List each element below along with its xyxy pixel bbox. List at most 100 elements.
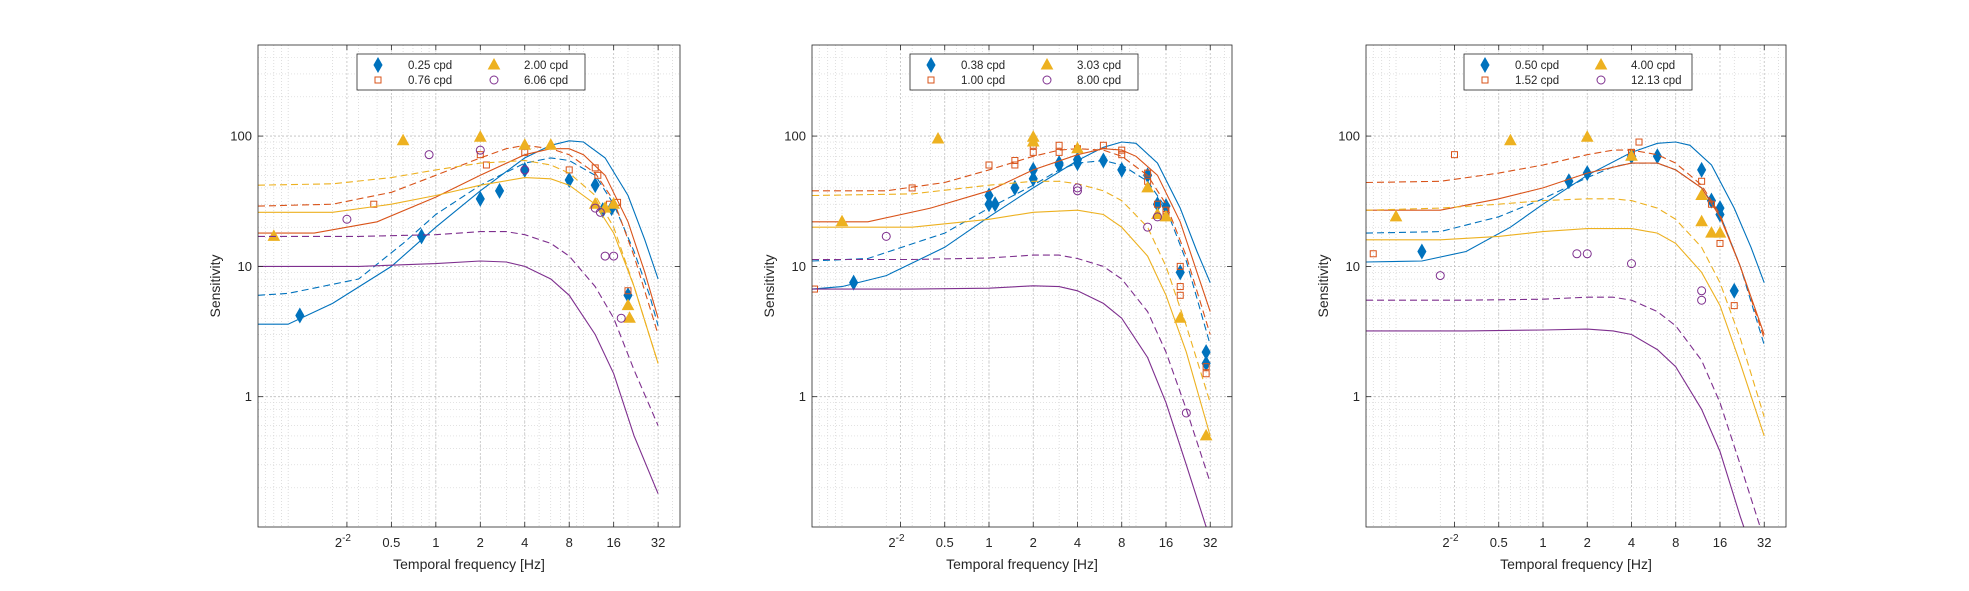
legend-entry-label: 0.76 cpd — [408, 75, 452, 87]
x-tick-label: 8 — [1118, 535, 1125, 550]
legend-entry-label: 6.06 cpd — [524, 75, 568, 87]
data-point — [590, 177, 600, 194]
y-tick-label: 1 — [1353, 389, 1360, 404]
data-point — [1705, 226, 1718, 238]
data-point — [1010, 179, 1020, 196]
legend-entry-label: 12.13 cpd — [1631, 75, 1682, 87]
model-line-dashed — [1366, 198, 1765, 418]
x-tick-label: 1 — [985, 535, 992, 550]
y-tick-label: 100 — [784, 129, 806, 144]
data-point — [1695, 214, 1708, 227]
data-point — [598, 201, 612, 213]
data-point — [1707, 200, 1715, 208]
legend-entry-label: 4.00 cpd — [1631, 60, 1675, 72]
data-point — [1202, 370, 1210, 378]
series-6-06-cpd — [258, 145, 659, 494]
data-point — [1695, 188, 1708, 200]
data-point — [1072, 151, 1083, 168]
data-point — [476, 151, 484, 159]
y-tick-label: 1 — [799, 389, 806, 404]
plot-area — [1366, 45, 1786, 527]
data-point — [1072, 186, 1082, 196]
data-point — [1435, 271, 1445, 281]
data-point — [424, 150, 434, 160]
legend-marker — [374, 76, 382, 84]
data-point — [1730, 302, 1738, 310]
data-point — [1697, 161, 1707, 178]
data-point — [1713, 226, 1727, 238]
x-tick-label: 2 — [1030, 535, 1037, 550]
data-point — [1099, 141, 1107, 149]
data-point — [1635, 138, 1643, 146]
data-point — [1729, 282, 1739, 299]
legend-box — [909, 53, 1139, 91]
data-point — [1202, 363, 1210, 371]
y-tick-label: 10 — [1346, 259, 1360, 274]
legend-entry-label: 0.25 cpd — [408, 60, 452, 72]
data-point — [1176, 283, 1184, 291]
data-point — [1572, 249, 1582, 259]
x-tick-label: 2 — [477, 535, 484, 550]
model-line-solid — [1366, 228, 1765, 437]
data-point — [607, 197, 621, 209]
model-line-dashed — [812, 254, 1211, 483]
x-tick-label: 1 — [432, 535, 439, 550]
data-point — [473, 130, 487, 142]
x-tick-label: 2-2 — [888, 533, 905, 550]
data-point — [985, 161, 993, 169]
x-tick-label: 2-2 — [335, 533, 352, 550]
data-point — [1153, 200, 1161, 208]
data-point — [990, 196, 1000, 213]
legend-entry-label: 1.00 cpd — [961, 75, 1005, 87]
x-tick-label: 16 — [1159, 535, 1173, 550]
data-point — [616, 313, 626, 323]
y-tick-label: 100 — [1338, 129, 1360, 144]
grid — [258, 45, 680, 527]
data-point — [1504, 133, 1517, 146]
data-point — [1369, 250, 1377, 258]
data-point — [1072, 183, 1082, 193]
model-line-solid — [812, 285, 1207, 527]
axes-box — [811, 44, 1233, 528]
data-point — [1144, 169, 1152, 177]
x-tick-label: 32 — [1757, 535, 1771, 550]
x-tick-label: 16 — [1713, 535, 1727, 550]
model-line-dashed — [258, 231, 659, 426]
data-point — [594, 171, 602, 179]
data-point — [1055, 141, 1063, 149]
data-point — [1564, 173, 1574, 190]
data-point — [1698, 177, 1706, 185]
data-point — [595, 207, 605, 217]
data-point — [482, 161, 490, 169]
x-tick-label: 4 — [521, 535, 528, 550]
data-point — [1716, 239, 1724, 247]
data-point — [621, 298, 635, 311]
legend-entry-label: 8.00 cpd — [1077, 75, 1121, 87]
data-point — [1159, 209, 1173, 222]
data-point — [1181, 408, 1191, 418]
data-point — [1697, 295, 1707, 305]
data-point — [295, 307, 305, 324]
model-line-solid — [812, 141, 1211, 290]
x-tick-label: 4 — [1628, 535, 1635, 550]
data-point — [1118, 146, 1126, 154]
legend-marker — [1596, 75, 1606, 85]
data-point — [370, 200, 378, 208]
chart-panel-3: 2-2 0.5 1 2 4 8 16 32 1 10 100 Temporal frequency [… — [1315, 44, 1787, 572]
data-point — [475, 145, 485, 155]
data-point — [416, 228, 427, 245]
axes-box — [1365, 44, 1787, 528]
data-point — [1152, 212, 1162, 222]
legend-entry-label: 1.52 cpd — [1515, 75, 1559, 87]
data-point — [1117, 161, 1127, 178]
legend-entry-label: 2.00 cpd — [524, 60, 568, 72]
plot-content — [1366, 130, 1765, 527]
x-tick-label: 0.5 — [936, 535, 954, 550]
legend: 0.50 cpd 4.00 cpd 1.52 cpd 12.13 cpd — [1463, 53, 1693, 91]
data-point — [1098, 152, 1108, 169]
grid — [812, 45, 1232, 527]
data-point — [520, 165, 530, 175]
series-12-13-cpd — [1366, 249, 1761, 527]
legend-box — [356, 53, 586, 91]
model-line-solid — [1366, 328, 1745, 527]
